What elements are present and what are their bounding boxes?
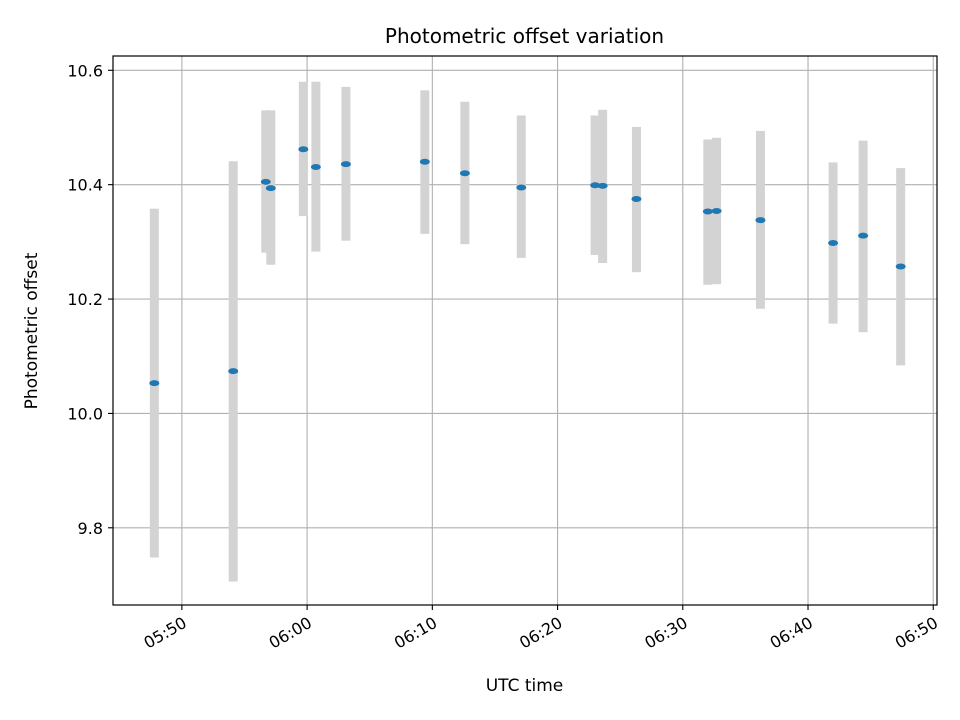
data-point [228, 368, 239, 375]
data-point [298, 146, 309, 153]
data-point [310, 163, 321, 170]
y-tick-label: 10.2 [67, 290, 103, 309]
data-point [631, 195, 642, 202]
y-tick-label: 10.6 [67, 61, 103, 80]
y-tick-label: 10.0 [67, 404, 103, 423]
data-points [149, 146, 906, 387]
data-point [265, 185, 276, 192]
data-point [895, 263, 906, 270]
data-point [590, 182, 601, 189]
data-point [340, 161, 351, 168]
data-point [597, 182, 608, 189]
data-point [260, 178, 271, 185]
data-point [858, 232, 869, 239]
data-point [459, 170, 470, 177]
data-point [149, 380, 160, 387]
y-axis-label: Photometric offset [22, 252, 42, 409]
data-point [755, 217, 766, 224]
data-point [702, 208, 713, 215]
y-tick-label: 9.8 [78, 519, 103, 538]
x-axis-label: UTC time [486, 676, 564, 696]
data-point [516, 184, 527, 191]
y-tick-label: 10.4 [67, 176, 103, 195]
plot-frame [112, 55, 938, 606]
y-axis-ticks: 9.8 10.0 10.2 10.4 10.6 [67, 61, 113, 538]
data-point [419, 158, 430, 165]
data-point [828, 240, 839, 247]
data-point [711, 207, 722, 214]
chart-title: Photometric offset variation [385, 24, 664, 48]
